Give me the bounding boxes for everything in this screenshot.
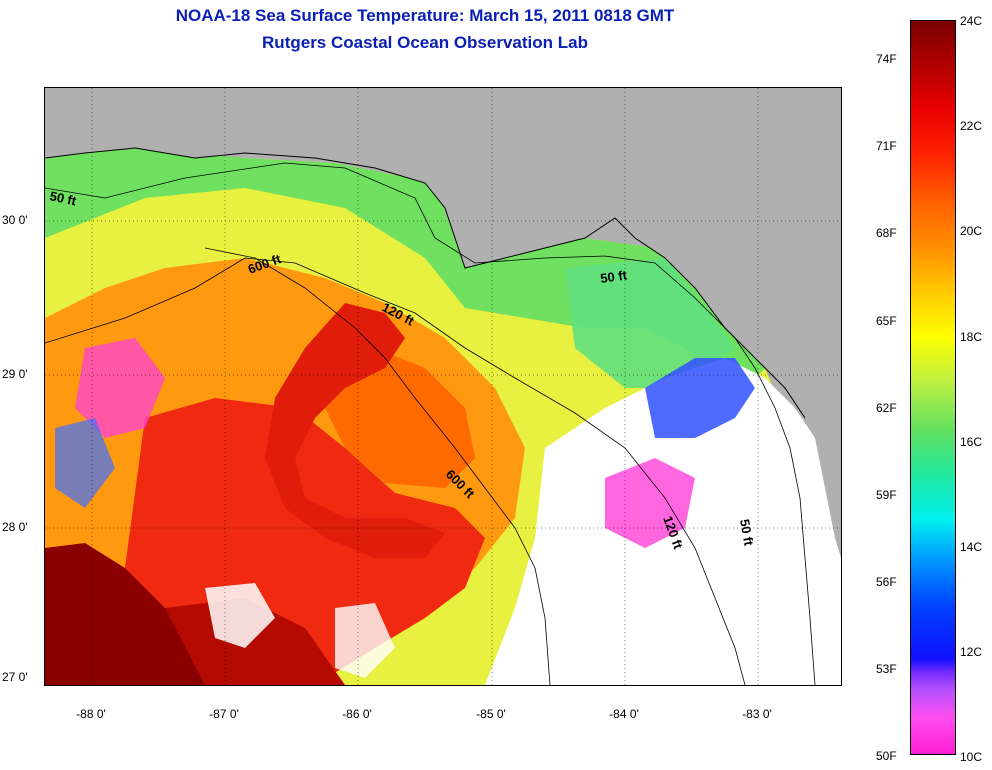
lat-label: 28 0' — [2, 520, 28, 534]
contour-label: 50 ft — [737, 518, 757, 548]
darkred-south — [165, 598, 345, 685]
land-north — [45, 88, 841, 428]
map-subtitle: Rutgers Coastal Ocean Observation Lab — [262, 33, 588, 52]
land-florida-peninsula — [785, 328, 841, 558]
cold-blue-west — [55, 418, 115, 508]
colorbar-c-label: 12C — [960, 645, 983, 659]
colorbar-c-label: 16C — [960, 435, 983, 449]
lat-lon-grid — [45, 88, 841, 685]
lon-label: -86 0' — [342, 707, 372, 721]
colorbar-f-label: 53F — [876, 662, 897, 676]
cloud-speckle-south — [335, 603, 395, 678]
lat-label: 27 0' — [2, 670, 28, 684]
lon-label: -87 0' — [209, 707, 239, 721]
contour-label: 50 ft — [599, 267, 628, 286]
colorbar-c-label: 24C — [960, 14, 983, 28]
colorbar-f-label: 50F — [876, 749, 897, 763]
colorbar-f-label: 59F — [876, 488, 897, 502]
contour-600ft — [204, 247, 551, 685]
cold-water-blue-streak — [645, 358, 755, 438]
lon-label: -83 0' — [742, 707, 772, 721]
contour-50ft — [45, 162, 816, 685]
cold-magenta-patch — [605, 458, 695, 548]
cold-magenta-west — [75, 338, 165, 438]
contour-label: 50 ft — [48, 188, 78, 208]
lat-label: 30 0' — [2, 213, 28, 227]
colorbar-c-label: 10C — [960, 750, 983, 764]
colorbar-f-label: 56F — [876, 575, 897, 589]
colorbar-f-label: 71F — [876, 139, 897, 153]
lon-label: -85 0' — [476, 707, 506, 721]
contour-120ft — [45, 257, 746, 685]
colorbar-c-label: 20C — [960, 224, 983, 238]
colorbar-c-label: 18C — [960, 330, 983, 344]
colorbar-f-label: 65F — [876, 314, 897, 328]
temperature-colorbar — [910, 20, 956, 755]
sst-map: 50 ft 600 ft 120 ft 50 ft 600 ft 120 ft … — [44, 87, 842, 686]
shelf-green-patch — [565, 258, 735, 388]
cloud-speckle-southwest — [205, 583, 275, 648]
coastline — [45, 147, 806, 419]
colorbar-c-label: 22C — [960, 119, 983, 133]
colorbar-c-label: 14C — [960, 540, 983, 554]
lon-label: -84 0' — [609, 707, 639, 721]
loop-current-red — [265, 303, 445, 558]
lat-label: 29 0' — [2, 367, 28, 381]
colorbar-f-label: 68F — [876, 226, 897, 240]
map-title: NOAA-18 Sea Surface Temperature: March 1… — [175, 6, 675, 25]
colorbar-f-label: 62F — [876, 401, 897, 415]
lon-label: -88 0' — [76, 707, 106, 721]
colorbar-f-label: 74F — [876, 52, 897, 66]
